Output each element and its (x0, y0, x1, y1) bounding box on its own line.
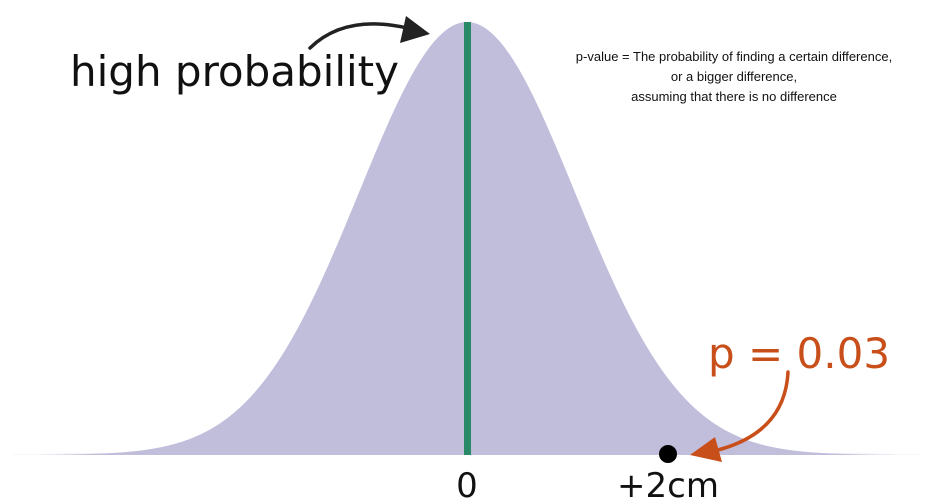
arrow-to-observed-point-head (690, 437, 722, 462)
p-value-definition-line-3: assuming that there is no difference (631, 89, 837, 104)
arrow-to-peak (308, 22, 409, 50)
axis-label-zero: 0 (456, 466, 478, 504)
p-value-label: p = 0.03 (708, 329, 890, 378)
p-value-definition-line-2: or a bigger difference, (671, 69, 797, 84)
observed-point (659, 445, 677, 463)
p-value-definition-line-1: p-value = The probability of finding a c… (576, 49, 892, 64)
mean-line (464, 22, 471, 455)
arrow-to-observed-point (716, 370, 790, 452)
arrow-to-peak-head (400, 16, 430, 43)
high-probability-label: high probability (70, 47, 399, 96)
axis-label-observed: +2cm (617, 466, 719, 504)
